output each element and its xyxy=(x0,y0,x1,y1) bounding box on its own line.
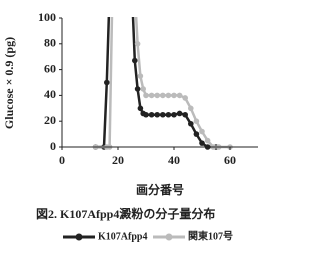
data-point xyxy=(160,111,166,118)
series-line xyxy=(95,17,230,149)
plot-area xyxy=(92,17,233,150)
x-tick-label: 60 xyxy=(224,153,236,167)
y-tick-label: 60 xyxy=(44,61,56,75)
data-point xyxy=(171,111,177,118)
x-tick-label: 20 xyxy=(112,153,124,167)
x-tick-label: 0 xyxy=(59,153,65,167)
data-point xyxy=(165,92,172,99)
data-point xyxy=(199,128,205,135)
data-point xyxy=(104,79,110,86)
legend-label: K107Afpp4 xyxy=(98,231,147,242)
y-tick-label: 100 xyxy=(38,10,56,24)
data-point xyxy=(143,111,149,118)
x-tick-label: 40 xyxy=(168,153,180,167)
data-point xyxy=(188,105,194,112)
legend-marker xyxy=(75,233,83,241)
data-point xyxy=(204,137,211,144)
data-point xyxy=(182,95,188,101)
y-tick-label: 20 xyxy=(44,113,56,127)
data-point xyxy=(193,131,200,137)
legend-label: 関東107号 xyxy=(188,229,233,242)
data-point xyxy=(137,73,144,79)
legend-marker xyxy=(165,233,173,241)
data-point xyxy=(176,110,183,117)
data-point xyxy=(188,120,194,127)
data-point xyxy=(154,92,160,99)
data-point xyxy=(176,92,183,99)
data-point xyxy=(154,111,160,118)
data-point xyxy=(148,111,155,118)
y-tick-label: 0 xyxy=(50,139,56,153)
x-axis-label: 画分番号 xyxy=(136,182,184,197)
data-point xyxy=(165,111,172,118)
y-tick-label: 80 xyxy=(44,36,56,50)
data-point xyxy=(140,86,146,92)
data-point xyxy=(199,140,205,146)
data-point xyxy=(148,92,155,99)
data-point xyxy=(171,92,177,99)
data-point xyxy=(137,105,144,112)
chart-title: 図2. K107Afpp4澱粉の分子量分布 xyxy=(36,206,215,221)
y-tick-label: 40 xyxy=(44,87,56,101)
data-point xyxy=(193,118,200,124)
data-point xyxy=(134,41,141,47)
data-point xyxy=(182,111,188,118)
y-axis-label: Glucose × 0.9 (pg) xyxy=(2,37,16,129)
data-point xyxy=(143,92,149,99)
data-point xyxy=(134,86,141,92)
data-point xyxy=(160,92,166,99)
data-point xyxy=(132,57,138,64)
